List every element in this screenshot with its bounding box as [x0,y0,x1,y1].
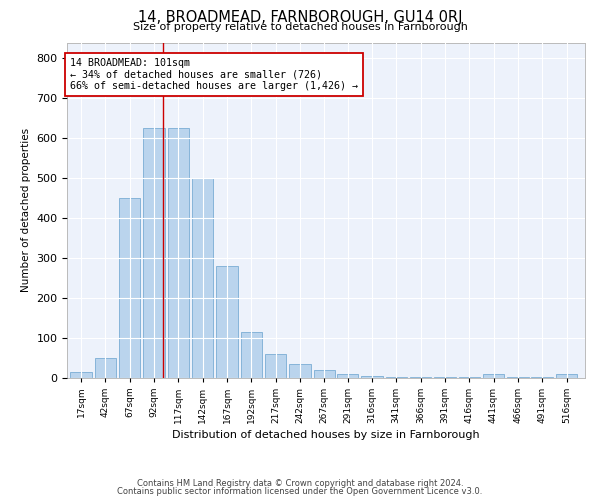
Bar [143,128,164,378]
Text: 14, BROADMEAD, FARNBOROUGH, GU14 0RJ: 14, BROADMEAD, FARNBOROUGH, GU14 0RJ [138,10,462,25]
Bar [386,377,407,378]
Bar [434,377,455,378]
Bar [361,376,383,378]
Bar [410,377,431,378]
Text: Contains public sector information licensed under the Open Government Licence v3: Contains public sector information licen… [118,487,482,496]
Bar [119,198,140,378]
Bar [241,332,262,378]
Text: Size of property relative to detached houses in Farnborough: Size of property relative to detached ho… [133,22,467,32]
Text: Contains HM Land Registry data © Crown copyright and database right 2024.: Contains HM Land Registry data © Crown c… [137,478,463,488]
Bar [532,377,553,378]
Bar [507,377,529,378]
Bar [265,354,286,378]
Y-axis label: Number of detached properties: Number of detached properties [21,128,31,292]
Bar [95,358,116,378]
X-axis label: Distribution of detached houses by size in Farnborough: Distribution of detached houses by size … [172,430,480,440]
Bar [216,266,238,378]
Bar [192,178,214,378]
Bar [458,377,480,378]
Bar [289,364,311,378]
Bar [337,374,358,378]
Bar [483,374,504,378]
Bar [556,374,577,378]
Bar [70,372,92,378]
Bar [314,370,335,378]
Text: 14 BROADMEAD: 101sqm
← 34% of detached houses are smaller (726)
66% of semi-deta: 14 BROADMEAD: 101sqm ← 34% of detached h… [70,58,358,91]
Bar [167,128,189,378]
